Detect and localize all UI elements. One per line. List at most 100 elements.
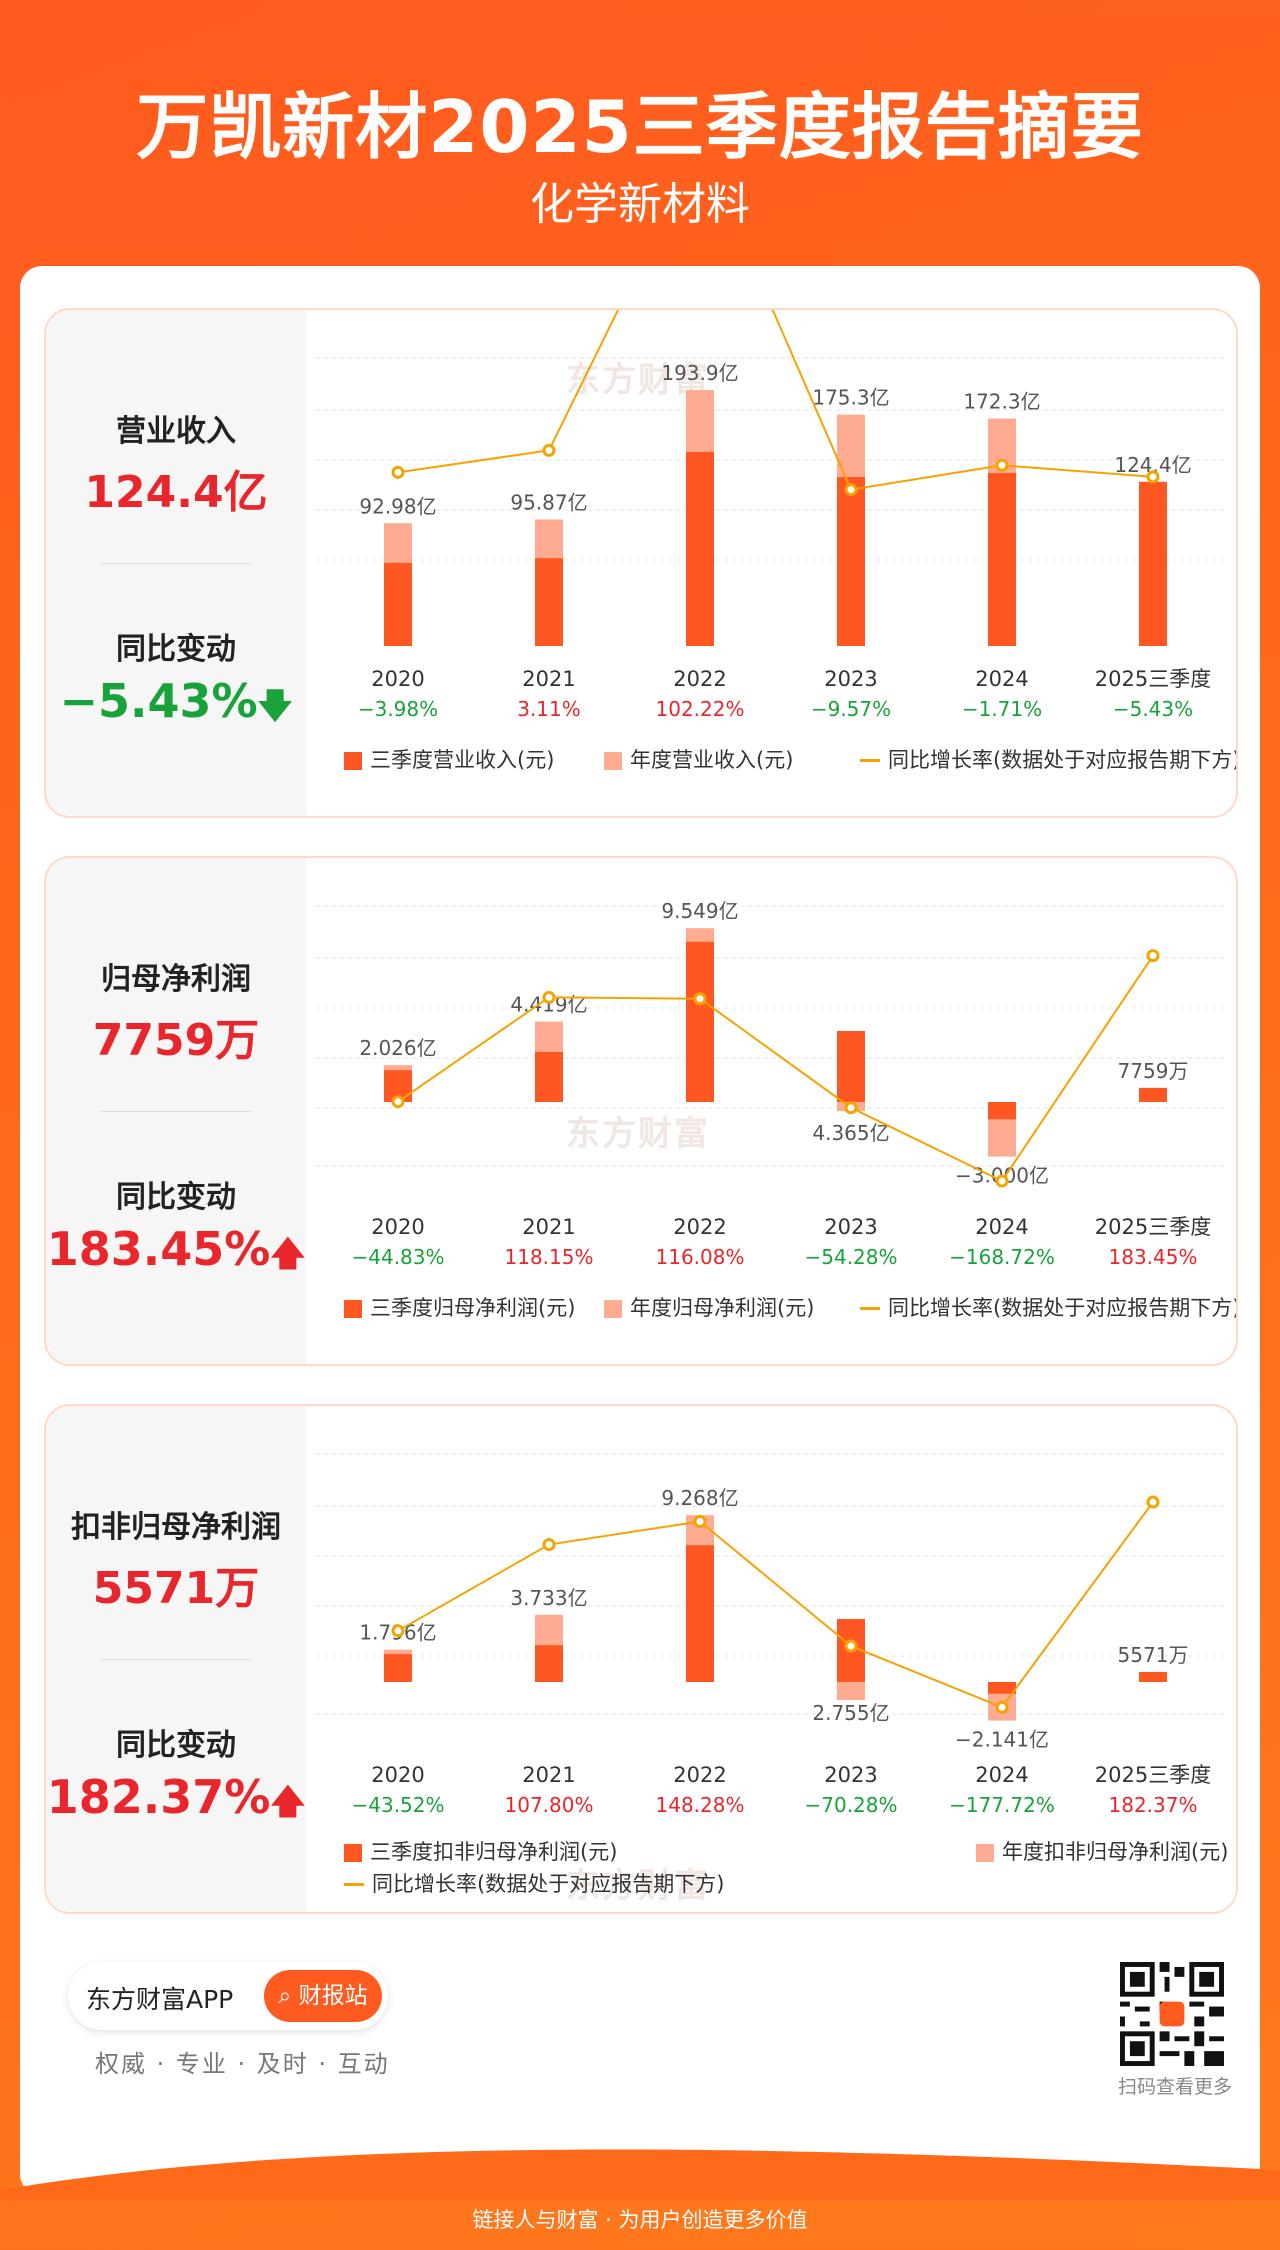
q3-bar: [384, 1654, 412, 1682]
legend-swatch-icon: [976, 1844, 994, 1862]
arrow-up-icon: 🡅: [270, 1234, 306, 1274]
bar-value-label: 5571万: [1118, 1643, 1189, 1667]
search-icon: ⌕: [278, 1983, 299, 2009]
change-label: 同比变动: [116, 1180, 236, 1215]
q3-bar: [837, 477, 865, 646]
metric-value: 5571万: [92, 1563, 260, 1614]
bar-value-label: 9.549亿: [661, 899, 738, 923]
bar-value-label: 92.98亿: [359, 494, 436, 518]
yoy-point: [1146, 949, 1160, 963]
yoy-line: [397, 955, 1154, 1183]
page-title: 万凯新材2025三季度报告摘要: [136, 85, 1144, 169]
yoy-label: −5.43%: [1113, 697, 1193, 721]
q3-bar: [535, 1645, 563, 1682]
category-label: 2020: [371, 667, 424, 691]
bar-value-label: 95.87亿: [510, 490, 587, 514]
watermark: 东方财富: [566, 1866, 710, 1906]
q3-bar: [1139, 481, 1167, 646]
yoy-point: [391, 465, 405, 479]
yoy-label: 183.45%: [1109, 1245, 1198, 1269]
yoy-point: [542, 1538, 556, 1552]
bottom-wave: [0, 2149, 1280, 2200]
yoy-label: −54.28%: [804, 1245, 897, 1269]
q3-bar: [535, 1051, 563, 1102]
q3-bar: [988, 1102, 1016, 1120]
qr-caption: 扫码查看更多: [1117, 2076, 1232, 2098]
report-card: 营业收入 124.4亿 同比变动 −5.43%🡇 东方财富 92.98亿 2020…: [20, 266, 1260, 2196]
q3-bar: [988, 1682, 1016, 1694]
yoy-label: −70.28%: [804, 1793, 897, 1817]
metric-value: 124.4亿: [84, 467, 268, 518]
legend-swatch-icon: [344, 1844, 362, 1862]
metric-label: 营业收入: [116, 414, 236, 449]
yoy-label: −9.57%: [811, 697, 891, 721]
q3-bar: [988, 473, 1016, 646]
legend-yoy: 同比增长率(数据处于对应报告期下方): [860, 1292, 1236, 1322]
category-label: 2020: [371, 1763, 424, 1787]
category-label: 2023: [824, 1215, 877, 1239]
legend-line-icon: [860, 759, 880, 762]
yoy-label: −44.83%: [351, 1245, 444, 1269]
yoy-line: [397, 1501, 1154, 1709]
yoy-point: [844, 483, 858, 497]
chart-net-profit: 2.026亿2020−44.83%4.419亿2021118.15%9.549亿…: [316, 899, 1226, 1269]
divider: [101, 563, 251, 564]
legend-annual: 年度归母净利润(元): [604, 1292, 814, 1322]
chart-deducted-profit: 1.796亿2020−43.52%3.733亿2021107.80%9.268亿…: [316, 1453, 1226, 1817]
legend-yoy: 同比增长率(数据处于对应报告期下方): [860, 744, 1236, 774]
panel-net-profit: 归母净利润 7759万 同比变动 183.45%🡅 东方财富 2.026亿 202…: [44, 856, 1238, 1366]
bar-value-label: 4.365亿: [812, 1121, 889, 1145]
change-value: 182.37%🡅: [46, 1770, 306, 1824]
summary-side: 营业收入 124.4亿 同比变动 −5.43%🡇: [46, 310, 306, 816]
bar-value-label: 193.9亿: [661, 361, 738, 385]
bar-value-label: 7759万: [1118, 1059, 1189, 1083]
yoy-label: −177.72%: [949, 1793, 1055, 1817]
bar-value-label: 172.3亿: [963, 390, 1040, 414]
legend-line-icon: [860, 1307, 880, 1310]
q3-bar: [1139, 1671, 1167, 1682]
yoy-point: [693, 1514, 707, 1528]
category-label: 2024: [975, 1763, 1028, 1787]
category-label: 2024: [975, 667, 1028, 691]
q3-bar: [384, 562, 412, 646]
yoy-point: [391, 1095, 405, 1109]
yoy-label: 116.08%: [656, 1245, 745, 1269]
yoy-label: 118.15%: [505, 1245, 594, 1269]
bar-value-label: 9.268亿: [661, 1486, 738, 1510]
bar-value-label: 3.733亿: [510, 1586, 587, 1610]
app-pill[interactable]: 东方财富APP ⌕ 财报站: [68, 1962, 388, 2030]
category-label: 2021: [522, 1763, 575, 1787]
divider: [101, 1659, 251, 1660]
yoy-label: 148.28%: [656, 1793, 745, 1817]
slogan: 权威 · 专业 · 及时 · 互动: [95, 2050, 390, 2078]
legend-annual: 年度扣非归母净利润(元): [976, 1836, 1228, 1866]
yoy-line: [397, 310, 1154, 491]
yoy-label: 102.22%: [656, 697, 745, 721]
watermark: 东方财富: [566, 1114, 710, 1154]
yoy-point: [391, 1624, 405, 1638]
q3-bar: [1139, 1087, 1167, 1102]
legend-swatch-icon: [604, 1300, 622, 1318]
category-label: 2022: [673, 667, 726, 691]
category-label: 2020: [371, 1215, 424, 1239]
category-label: 2025三季度: [1095, 1763, 1211, 1787]
report-station-button[interactable]: ⌕ 财报站: [264, 1970, 382, 2022]
summary-side: 归母净利润 7759万 同比变动 183.45%🡅: [46, 858, 306, 1364]
divider: [101, 1111, 251, 1112]
qr-code-icon[interactable]: [1120, 1962, 1224, 2066]
yoy-label: 107.80%: [505, 1793, 594, 1817]
yoy-point: [542, 990, 556, 1004]
yoy-label: −43.52%: [351, 1793, 444, 1817]
bar-value-label: 2.755亿: [812, 1701, 889, 1725]
q3-bar: [686, 1545, 714, 1682]
legend-swatch-icon: [344, 1300, 362, 1318]
yoy-point: [995, 458, 1009, 472]
legend-swatch-icon: [604, 752, 622, 770]
app-name: 东方财富APP: [86, 1985, 234, 2014]
page-subtitle: 化学新材料: [530, 179, 750, 230]
yoy-point: [693, 992, 707, 1006]
chart-revenue: 92.98亿 2020 −3.98% 95.87亿 2021 3.11% 193.9亿 202…: [316, 310, 1226, 721]
category-label: 2022: [673, 1215, 726, 1239]
bar-value-label: −2.141亿: [955, 1728, 1049, 1752]
category-label: 2023: [824, 1763, 877, 1787]
